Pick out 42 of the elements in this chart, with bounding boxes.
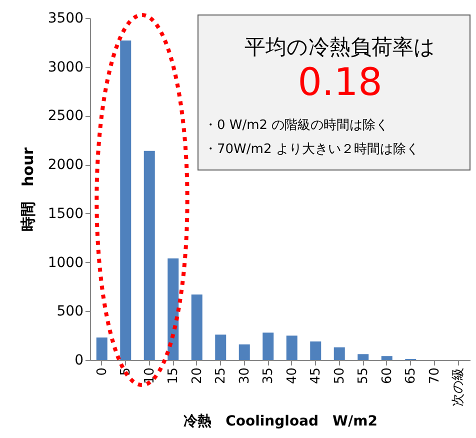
x-tick-label: 20	[190, 368, 205, 384]
bar	[334, 347, 345, 360]
annotation: ・70W/m2 より大きい２時間は除く	[204, 142, 419, 157]
bar	[262, 332, 274, 360]
x-tick-label: 15	[166, 368, 182, 384]
bar	[310, 341, 322, 360]
annotation: ・0 W/m2 の階級の時間は除く	[204, 118, 389, 133]
x-tick-label: 30	[237, 368, 252, 384]
x-tick-label: 40	[284, 368, 300, 384]
y-tick-label: 500	[56, 304, 84, 320]
bar	[168, 258, 179, 360]
x-tick-label: 50	[332, 368, 348, 384]
y-tick-label: 1500	[48, 206, 84, 222]
annotation: 平均の冷熱負荷率は	[244, 35, 436, 59]
y-axis-title: 時間 hour	[18, 146, 37, 232]
annotation: 0.18	[298, 60, 382, 104]
bar	[120, 40, 132, 360]
y-tick-label: 3000	[48, 59, 84, 76]
x-tick-label: 5	[118, 368, 134, 376]
y-tick-label: 1000	[48, 254, 84, 271]
x-tick-label: 35	[261, 368, 276, 384]
x-tick-label: 60	[380, 368, 395, 384]
x-tick-label: 55	[356, 368, 372, 384]
x-tick-label: 次の級	[451, 368, 466, 406]
bar	[381, 356, 392, 360]
bar	[215, 334, 226, 360]
bar	[144, 150, 155, 360]
y-tick-label: 2500	[48, 108, 84, 124]
x-tick-label: 10	[142, 368, 158, 384]
x-tick-label: 70	[427, 368, 442, 384]
y-tick-label: 3500	[48, 10, 84, 26]
bar	[191, 294, 202, 360]
bar	[358, 354, 369, 360]
y-tick-label: 2000	[48, 157, 84, 174]
bar	[286, 336, 298, 360]
x-tick-label: 0	[94, 368, 110, 376]
x-tick-label: 25	[214, 368, 229, 384]
x-tick-label: 45	[308, 368, 324, 384]
x-axis-title: 冷熱 Coolingload W/m2	[184, 414, 378, 430]
bar	[238, 344, 250, 360]
bar	[96, 338, 108, 360]
x-tick-label: 65	[404, 368, 419, 384]
